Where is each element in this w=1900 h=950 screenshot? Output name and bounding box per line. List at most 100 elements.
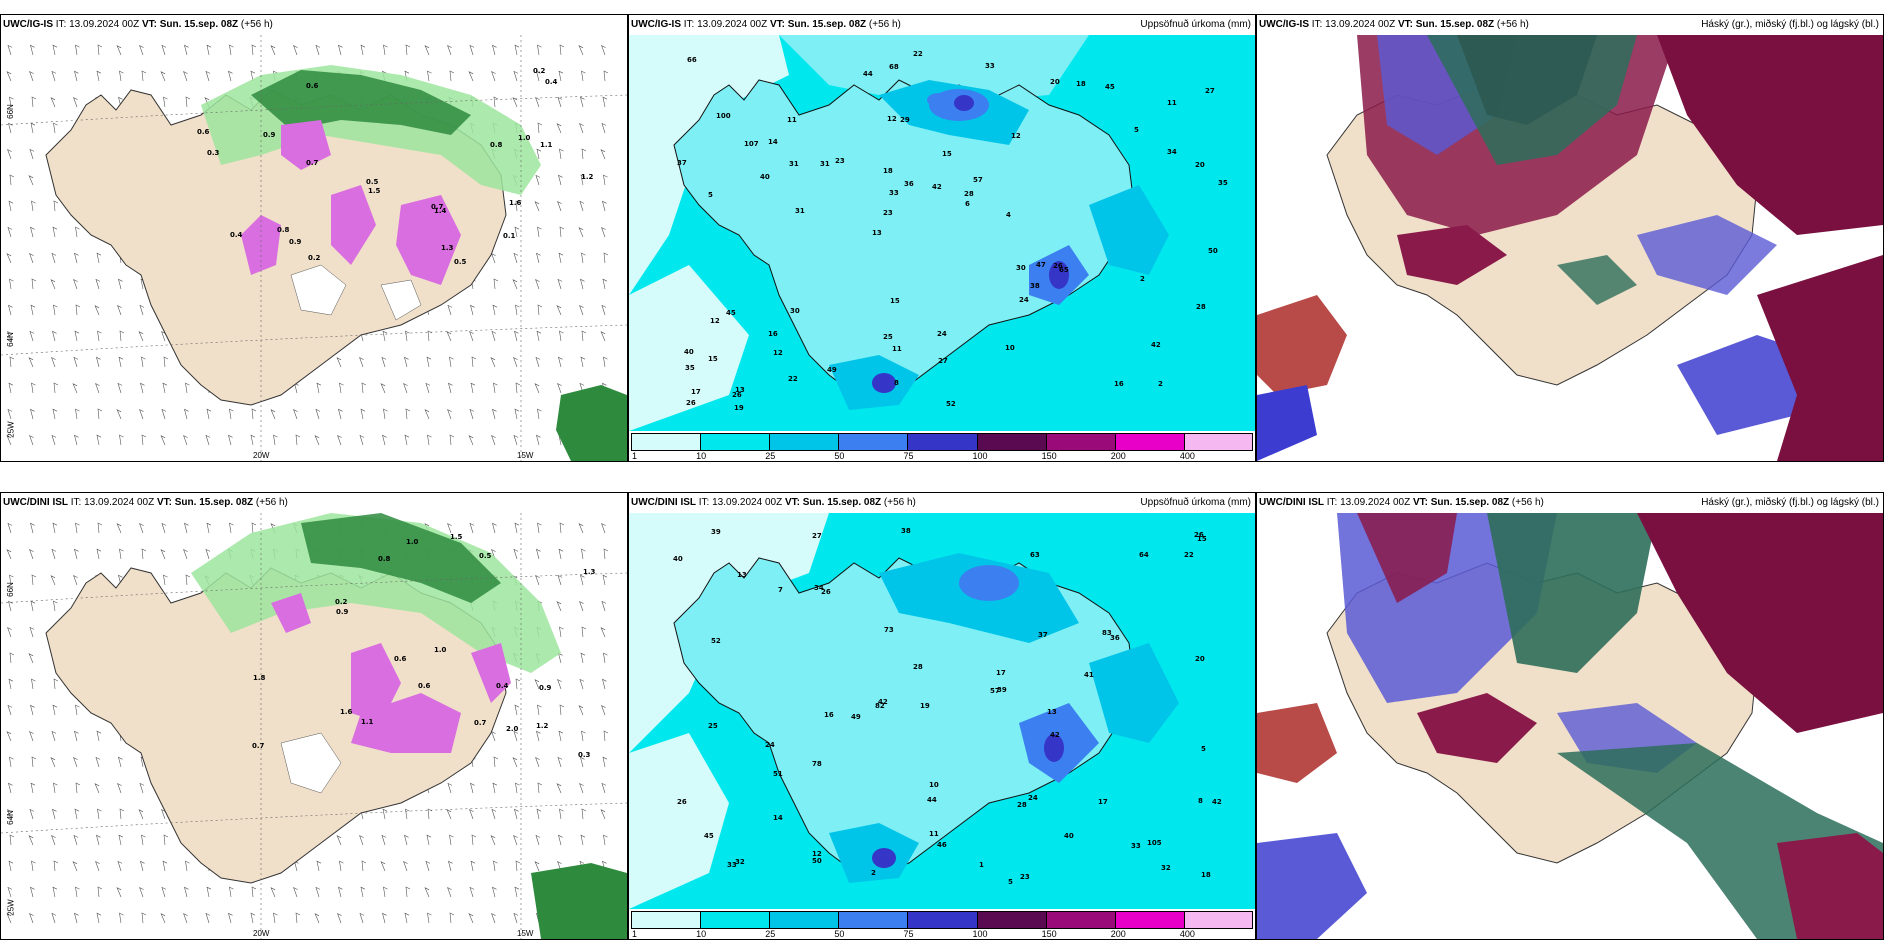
colorbar-label: 400 bbox=[1179, 929, 1195, 939]
value-label: 45 bbox=[704, 832, 714, 840]
wind-barb bbox=[536, 330, 542, 342]
wind-barb bbox=[537, 122, 543, 134]
wind-barb bbox=[315, 44, 321, 56]
wind-barb bbox=[96, 834, 101, 846]
wind-barb bbox=[491, 330, 497, 342]
wind-barb bbox=[337, 434, 342, 446]
wind-barb bbox=[73, 574, 78, 586]
wind-barb bbox=[514, 44, 520, 56]
wind-barb bbox=[293, 44, 298, 56]
value-label: 17 bbox=[691, 388, 701, 396]
wind-barb bbox=[601, 44, 606, 56]
value-label: 39 bbox=[997, 686, 1007, 694]
wind-barb bbox=[119, 808, 125, 820]
value-label: 65 bbox=[1059, 266, 1069, 274]
wind-barb bbox=[29, 330, 35, 342]
wind-barb bbox=[96, 252, 102, 264]
value-label: 0.2 bbox=[335, 598, 348, 606]
wind-barb bbox=[118, 756, 123, 768]
wind-barb bbox=[30, 522, 35, 534]
value-label: 45 bbox=[726, 309, 736, 317]
wind-barb bbox=[9, 652, 15, 664]
value-label: 37 bbox=[677, 159, 687, 167]
wind-barb bbox=[183, 912, 188, 924]
wind-barb bbox=[602, 278, 608, 290]
value-label: 33 bbox=[727, 861, 737, 869]
wind-barb bbox=[556, 783, 562, 794]
wind-barb bbox=[449, 434, 455, 446]
wind-barb bbox=[74, 434, 79, 446]
value-label: 26 bbox=[686, 399, 696, 407]
wind-barb bbox=[580, 96, 585, 108]
wind-barb bbox=[339, 860, 344, 872]
wind-barb bbox=[535, 356, 541, 368]
wind-barb bbox=[6, 731, 12, 742]
wind-barb bbox=[295, 912, 301, 924]
wind-barb bbox=[581, 548, 586, 560]
wind-barb bbox=[580, 356, 586, 368]
value-label: 20 bbox=[1050, 78, 1060, 86]
wind-barb bbox=[514, 704, 520, 716]
colorbar-swatch bbox=[907, 433, 977, 451]
lon-label-15w: 15W bbox=[517, 929, 534, 938]
wind-barb bbox=[31, 200, 36, 212]
wind-barb bbox=[53, 304, 58, 316]
wind-barb bbox=[448, 860, 453, 872]
wind-barb bbox=[558, 252, 564, 264]
wind-barb bbox=[314, 913, 320, 924]
wind-barb bbox=[513, 912, 519, 924]
wind-barb bbox=[139, 304, 145, 316]
wind-barb bbox=[74, 808, 80, 820]
wind-barb bbox=[7, 226, 13, 238]
wind-barb bbox=[29, 912, 34, 924]
wind-barb bbox=[537, 304, 543, 316]
wind-barb bbox=[29, 548, 34, 560]
wind-barb bbox=[405, 44, 411, 56]
value-label: 57 bbox=[973, 176, 983, 184]
wind-barb bbox=[51, 548, 57, 560]
wind-barb bbox=[141, 912, 147, 924]
wind-barb bbox=[97, 808, 102, 820]
wind-barb bbox=[383, 886, 388, 898]
value-label: 23 bbox=[835, 157, 845, 165]
wind-barb bbox=[53, 200, 59, 212]
value-label: 44 bbox=[927, 796, 937, 804]
wind-barb bbox=[380, 861, 386, 872]
wind-barb bbox=[468, 913, 474, 924]
wind-barb bbox=[50, 575, 56, 586]
wind-barb bbox=[581, 330, 587, 342]
colorbar-swatch bbox=[838, 433, 908, 451]
wind-barb bbox=[493, 96, 499, 108]
wind-barb bbox=[426, 356, 432, 368]
wind-barb bbox=[580, 278, 585, 290]
wind-barb bbox=[205, 70, 211, 82]
value-label: 17 bbox=[996, 669, 1006, 677]
value-label: 13 bbox=[735, 386, 745, 394]
value-label: 8 bbox=[894, 379, 899, 387]
colorbar-swatch bbox=[976, 433, 1046, 451]
wind-barb bbox=[162, 382, 168, 394]
colorbar-label: 10 bbox=[696, 929, 707, 939]
value-label: 16 bbox=[768, 330, 778, 338]
value-label: 28 bbox=[913, 663, 923, 671]
value-label: 51 bbox=[773, 770, 783, 778]
wind-barb bbox=[250, 70, 256, 82]
wind-barb bbox=[116, 45, 122, 56]
value-label: 0.5 bbox=[366, 178, 379, 186]
wind-barb bbox=[557, 574, 563, 586]
wind-barb bbox=[316, 382, 322, 394]
wind-barb bbox=[427, 70, 432, 82]
wind-barb bbox=[513, 70, 519, 82]
wind-barb bbox=[118, 278, 123, 290]
wind-barb bbox=[205, 912, 211, 924]
wind-barb bbox=[184, 522, 189, 534]
value-label: 13 bbox=[1047, 708, 1057, 716]
panel-title: UWC/IG-IS IT: 13.09.2024 00Z VT: Sun. 15… bbox=[629, 15, 1255, 35]
wind-barb bbox=[603, 548, 609, 560]
value-label: 5 bbox=[1008, 878, 1013, 886]
wind-barb bbox=[556, 123, 562, 134]
wind-barb bbox=[403, 860, 408, 872]
wind-barb bbox=[514, 408, 520, 420]
wind-barb bbox=[229, 522, 234, 534]
wind-barb bbox=[493, 860, 498, 872]
